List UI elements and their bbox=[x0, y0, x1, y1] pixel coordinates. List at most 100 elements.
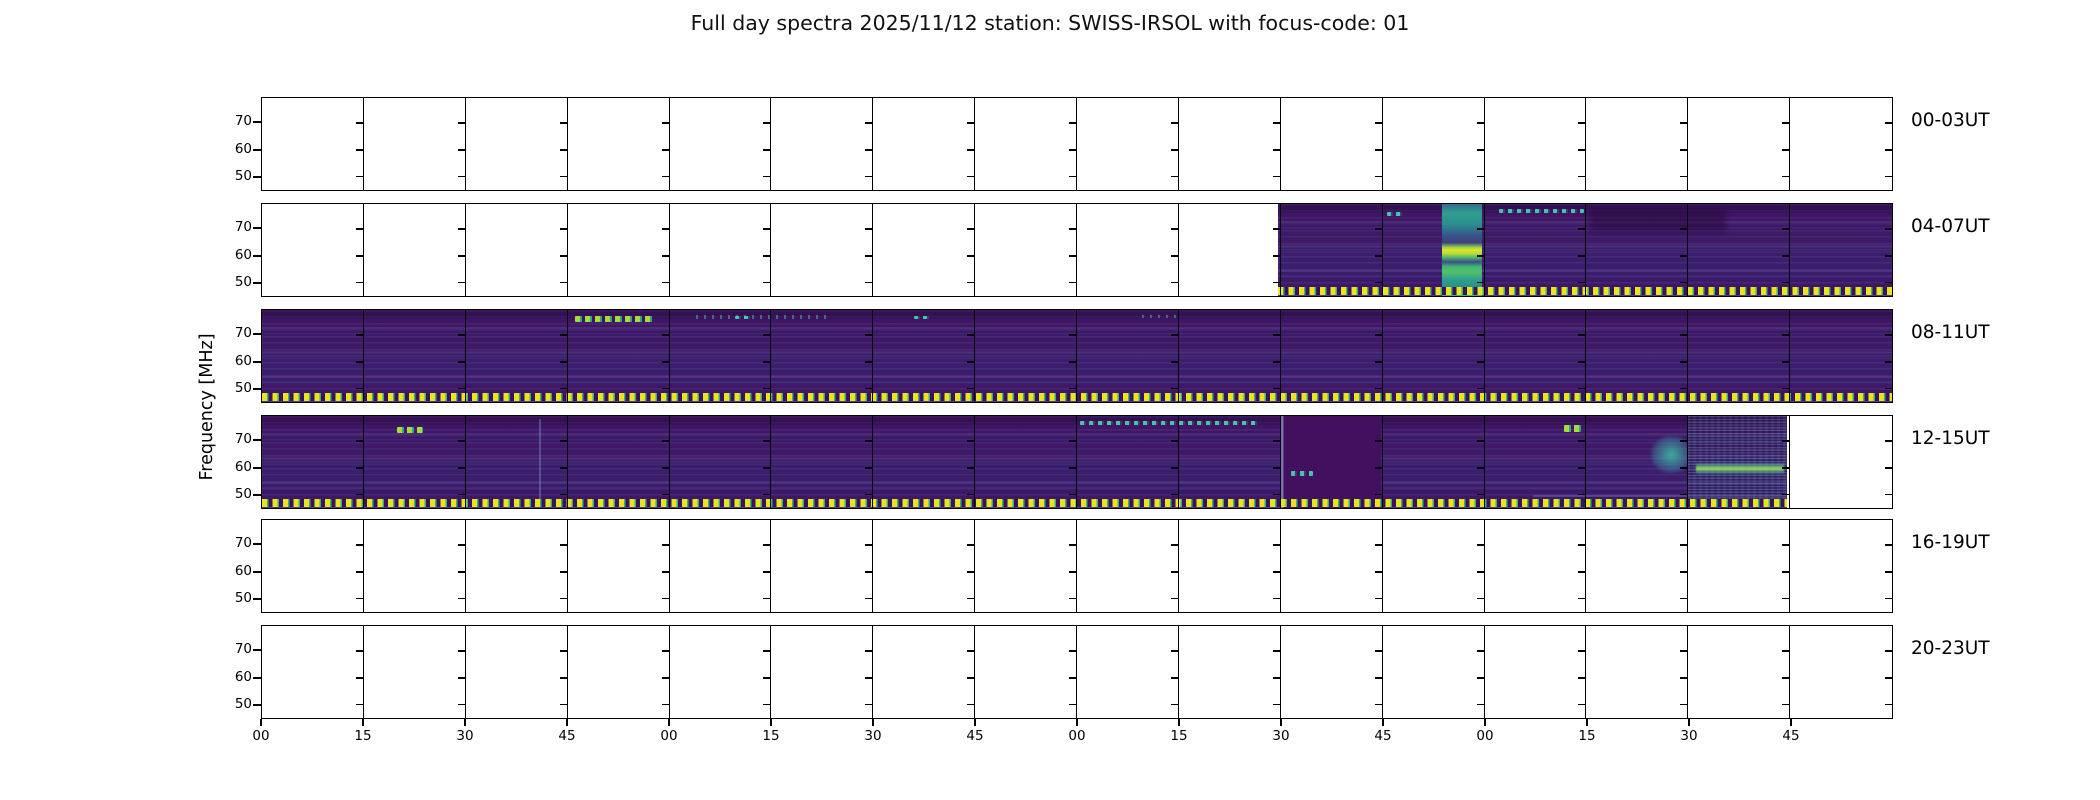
freq-tick-dash bbox=[559, 281, 567, 284]
freq-tick-dash bbox=[1170, 254, 1178, 257]
freq-tick-dash bbox=[865, 254, 873, 257]
x-tick-mark bbox=[1790, 719, 1792, 726]
freq-tick-dash bbox=[967, 148, 975, 151]
freq-tick-dash bbox=[1374, 121, 1382, 124]
spectrogram-row-20-23ut bbox=[261, 625, 1893, 719]
freq-tick-dash bbox=[1069, 387, 1076, 390]
segment-frame bbox=[364, 626, 466, 718]
figure-title: Full day spectra 2025/11/12 station: SWI… bbox=[690, 11, 1410, 35]
freq-tick-dash bbox=[1476, 597, 1484, 600]
freq-tick-dash bbox=[763, 676, 771, 679]
segment-frame bbox=[1586, 98, 1689, 190]
freq-tick-dash bbox=[1476, 676, 1484, 679]
freq-tick-dash bbox=[1680, 570, 1688, 573]
freq-tick-dash bbox=[1680, 649, 1688, 652]
freq-tick-dash bbox=[763, 466, 771, 469]
segment-frame bbox=[1688, 204, 1791, 296]
freq-tick-dash bbox=[559, 387, 567, 390]
freq-tick-dash bbox=[865, 148, 873, 151]
segment-frame bbox=[1179, 98, 1281, 190]
time-marker-strip bbox=[1277, 287, 1892, 295]
segment-frame bbox=[975, 626, 1077, 718]
y-tick-label: 50 bbox=[234, 590, 252, 607]
x-tick-mark bbox=[1280, 719, 1282, 726]
freq-tick-dash bbox=[1885, 543, 1892, 546]
x-tick-mark bbox=[974, 719, 976, 726]
freq-tick-dash bbox=[457, 333, 465, 336]
freq-tick-dash bbox=[661, 597, 669, 600]
freq-tick-dash bbox=[1680, 493, 1688, 496]
freq-tick-dash bbox=[559, 175, 567, 178]
freq-tick-dash bbox=[355, 387, 363, 390]
freq-tick-dash bbox=[1374, 703, 1382, 706]
freq-tick-dash bbox=[661, 676, 669, 679]
feature-cyan-dashes bbox=[1499, 208, 1584, 214]
freq-tick-dash bbox=[1272, 387, 1280, 390]
freq-tick-dash bbox=[1885, 466, 1892, 469]
segment-frame bbox=[1586, 310, 1689, 402]
freq-tick-dash bbox=[1374, 493, 1382, 496]
y-tick-label: 60 bbox=[234, 247, 252, 264]
segment-frame bbox=[1179, 416, 1281, 508]
segment-frame bbox=[1688, 98, 1791, 190]
segment-frame bbox=[262, 520, 364, 612]
freq-tick-dash bbox=[1782, 466, 1790, 469]
freq-tick-dash bbox=[865, 387, 873, 390]
feature-green-dashes bbox=[1564, 425, 1581, 432]
segment-frame bbox=[1179, 204, 1281, 296]
time-marker-strip bbox=[262, 393, 1892, 401]
spectrogram-row-12-15ut bbox=[261, 415, 1893, 509]
freq-tick-dash bbox=[355, 148, 363, 151]
freq-tick-dash bbox=[1374, 466, 1382, 469]
freq-tick-dash bbox=[1782, 281, 1790, 284]
freq-tick-dash bbox=[1272, 676, 1280, 679]
y-tick-mark bbox=[253, 494, 261, 497]
freq-tick-dash bbox=[1476, 360, 1484, 363]
segment-frame bbox=[568, 98, 670, 190]
freq-tick-dash bbox=[1885, 649, 1892, 652]
freq-tick-dash bbox=[457, 439, 465, 442]
freq-tick-dash bbox=[1578, 543, 1586, 546]
freq-tick-dash bbox=[1170, 439, 1178, 442]
freq-tick-dash bbox=[1578, 254, 1586, 257]
freq-tick-dash bbox=[1782, 387, 1790, 390]
segment-frame bbox=[873, 310, 976, 402]
freq-tick-dash bbox=[1170, 466, 1178, 469]
freq-tick-dash bbox=[1476, 254, 1484, 257]
segment-frame bbox=[1281, 626, 1383, 718]
x-tick-mark bbox=[464, 719, 466, 726]
spectrogram-data-08-11ut bbox=[262, 310, 1892, 402]
freq-tick-dash bbox=[1272, 360, 1280, 363]
freq-tick-dash bbox=[457, 227, 465, 230]
freq-tick-dash bbox=[1069, 360, 1076, 363]
segment-frame bbox=[1790, 310, 1892, 402]
freq-tick-dash bbox=[967, 703, 975, 706]
freq-tick-dash bbox=[1374, 254, 1382, 257]
segment-frame bbox=[1281, 310, 1383, 402]
y-tick-mark bbox=[253, 439, 261, 442]
freq-tick-dash bbox=[865, 703, 873, 706]
freq-tick-dash bbox=[559, 570, 567, 573]
freq-tick-dash bbox=[1069, 466, 1076, 469]
freq-tick-dash bbox=[763, 703, 771, 706]
freq-tick-dash bbox=[1782, 676, 1790, 679]
segment-frame bbox=[1281, 98, 1383, 190]
freq-tick-dash bbox=[1680, 121, 1688, 124]
segment-frame bbox=[771, 626, 874, 718]
freq-tick-dash bbox=[661, 466, 669, 469]
freq-tick-dash bbox=[1885, 254, 1892, 257]
freq-tick-dash bbox=[1578, 466, 1586, 469]
freq-tick-dash bbox=[559, 360, 567, 363]
x-tick-label: 15 bbox=[1170, 728, 1188, 744]
freq-tick-dash bbox=[967, 493, 975, 496]
freq-tick-dash bbox=[661, 493, 669, 496]
x-tick-label: 00 bbox=[252, 728, 270, 744]
freq-tick-dash bbox=[967, 121, 975, 124]
y-tick-mark bbox=[253, 121, 261, 124]
freq-tick-dash bbox=[1885, 439, 1892, 442]
x-tick-mark bbox=[1178, 719, 1180, 726]
freq-tick-dash bbox=[1170, 543, 1178, 546]
freq-tick-dash bbox=[1272, 597, 1280, 600]
freq-tick-dash bbox=[1272, 466, 1280, 469]
freq-tick-dash bbox=[661, 333, 669, 336]
